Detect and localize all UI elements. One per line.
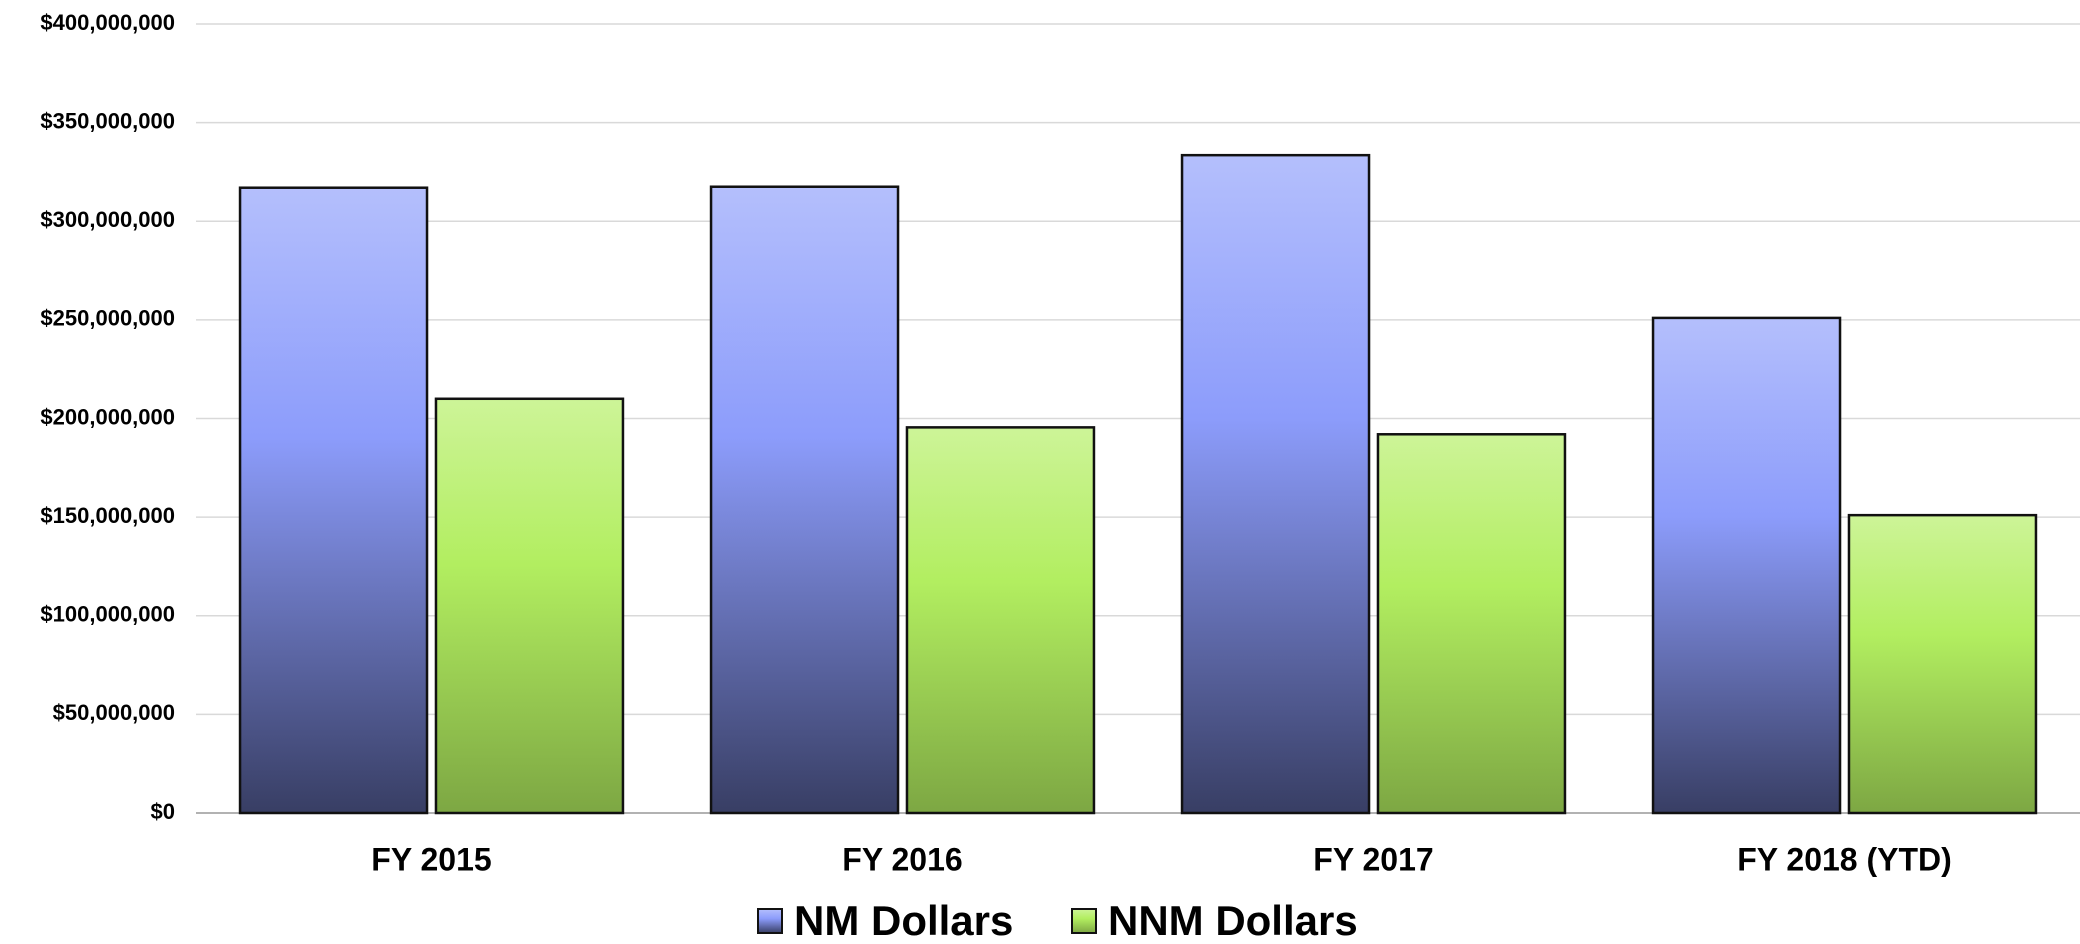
legend-swatch	[757, 908, 783, 934]
y-tick-label: $150,000,000	[40, 503, 175, 528]
bar	[1376, 433, 1567, 815]
bar	[238, 186, 429, 815]
y-tick-label: $300,000,000	[40, 207, 175, 232]
y-tick-label: $400,000,000	[40, 10, 175, 35]
bar	[905, 426, 1096, 815]
x-tick-label: FY 2018 (YTD)	[1737, 841, 1952, 877]
y-tick-label: $50,000,000	[53, 700, 175, 725]
y-tick-label: $200,000,000	[40, 404, 175, 429]
x-tick-label: FY 2016	[842, 841, 962, 877]
y-tick-label: $250,000,000	[40, 306, 175, 331]
y-tick-label: $0	[151, 799, 175, 824]
x-tick-label: FY 2017	[1313, 841, 1433, 877]
x-tick-label: FY 2015	[371, 841, 491, 877]
y-tick-label: $350,000,000	[40, 108, 175, 133]
legend-label: NM Dollars	[794, 897, 1013, 944]
y-tick-label: $100,000,000	[40, 602, 175, 627]
bar	[434, 397, 625, 815]
bar	[1180, 153, 1371, 815]
legend-label: NNM Dollars	[1108, 897, 1358, 944]
legend-swatch	[1071, 908, 1097, 934]
bar	[1847, 513, 2038, 815]
bar	[1651, 316, 1842, 815]
bar	[709, 185, 900, 815]
